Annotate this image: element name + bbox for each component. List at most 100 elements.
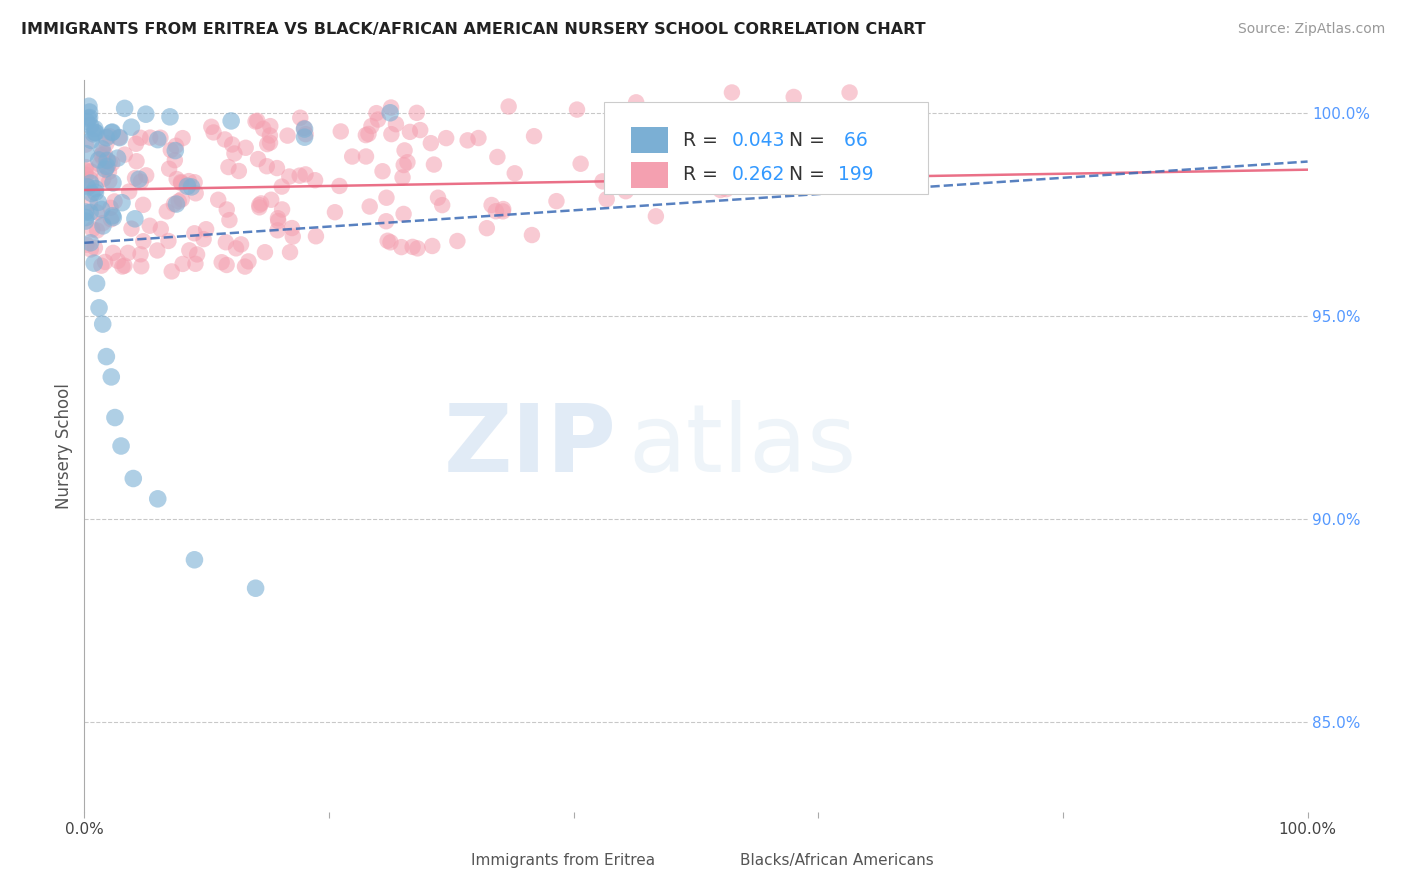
Point xyxy=(91,216,114,230)
Point xyxy=(125,136,148,151)
Point xyxy=(380,235,402,250)
Point xyxy=(380,105,402,120)
Point xyxy=(75,163,97,178)
Point xyxy=(910,113,932,128)
Bar xyxy=(433,852,464,871)
Point xyxy=(768,147,790,161)
Point xyxy=(475,221,498,235)
Point xyxy=(366,106,388,120)
Point xyxy=(693,128,716,142)
Point xyxy=(186,247,208,261)
Point xyxy=(125,154,148,169)
Text: Source: ZipAtlas.com: Source: ZipAtlas.com xyxy=(1237,22,1385,37)
Point xyxy=(124,171,146,186)
Point xyxy=(380,101,402,115)
Point xyxy=(354,128,377,142)
Point xyxy=(84,181,107,195)
Point xyxy=(100,201,122,215)
Point xyxy=(96,136,118,151)
Point xyxy=(644,209,666,223)
Point xyxy=(111,195,134,210)
Point xyxy=(288,169,311,183)
Point xyxy=(96,161,118,175)
Point xyxy=(183,553,205,567)
Text: R =: R = xyxy=(682,165,724,185)
Point xyxy=(108,130,131,145)
Point xyxy=(86,223,108,237)
Point xyxy=(176,179,198,194)
Point xyxy=(100,370,122,384)
Text: 66: 66 xyxy=(838,131,868,150)
Point xyxy=(219,114,242,128)
Point xyxy=(215,258,238,272)
Point xyxy=(80,243,103,257)
Point xyxy=(360,119,382,133)
Point xyxy=(281,221,304,235)
Point xyxy=(292,120,315,135)
Point xyxy=(218,213,240,227)
Point xyxy=(520,228,543,243)
Point xyxy=(118,185,141,199)
Point xyxy=(170,175,193,189)
Point xyxy=(409,123,432,137)
Point xyxy=(492,202,515,216)
Point xyxy=(183,227,205,241)
Point xyxy=(180,180,202,194)
Point xyxy=(256,137,278,152)
Point xyxy=(149,130,172,145)
Point xyxy=(122,471,145,485)
Point xyxy=(94,255,117,269)
Point xyxy=(96,160,118,174)
Point xyxy=(101,125,124,139)
Point xyxy=(394,144,416,158)
Point xyxy=(114,259,136,273)
Point xyxy=(80,186,103,201)
Text: N =: N = xyxy=(789,165,831,185)
Point xyxy=(267,214,290,228)
Point xyxy=(569,157,592,171)
Point xyxy=(281,229,304,244)
Text: 0.043: 0.043 xyxy=(731,131,785,150)
Point xyxy=(120,120,142,135)
Point xyxy=(221,137,243,152)
Point xyxy=(195,222,218,236)
Point xyxy=(86,277,108,291)
Point xyxy=(225,241,247,255)
Point xyxy=(138,219,160,233)
Text: 199: 199 xyxy=(838,165,873,185)
Point xyxy=(165,144,187,158)
Point xyxy=(84,126,107,140)
Point xyxy=(163,197,186,211)
Point xyxy=(76,179,98,194)
Point xyxy=(385,117,408,131)
Point xyxy=(91,145,114,160)
Point xyxy=(80,164,103,178)
Point xyxy=(179,244,201,258)
Point xyxy=(101,156,124,170)
Point xyxy=(467,131,489,145)
Point xyxy=(79,205,101,219)
Point xyxy=(329,124,352,138)
Point xyxy=(624,95,647,110)
Point xyxy=(172,257,194,271)
Point xyxy=(87,153,110,167)
Point xyxy=(498,99,520,113)
Point xyxy=(97,165,120,179)
Point xyxy=(129,260,152,274)
Point xyxy=(371,164,394,178)
Point xyxy=(75,211,97,225)
Point xyxy=(165,197,187,211)
Point xyxy=(245,114,267,128)
Point xyxy=(96,153,118,168)
Point xyxy=(76,180,98,194)
Point xyxy=(184,257,207,271)
Point xyxy=(83,121,105,136)
Text: Immigrants from Eritrea: Immigrants from Eritrea xyxy=(471,854,655,868)
Point xyxy=(159,143,181,157)
Text: ZIP: ZIP xyxy=(443,400,616,492)
Point xyxy=(405,106,427,120)
Point xyxy=(114,147,136,161)
Point xyxy=(486,150,509,164)
Point xyxy=(111,260,134,274)
Point xyxy=(166,172,188,186)
